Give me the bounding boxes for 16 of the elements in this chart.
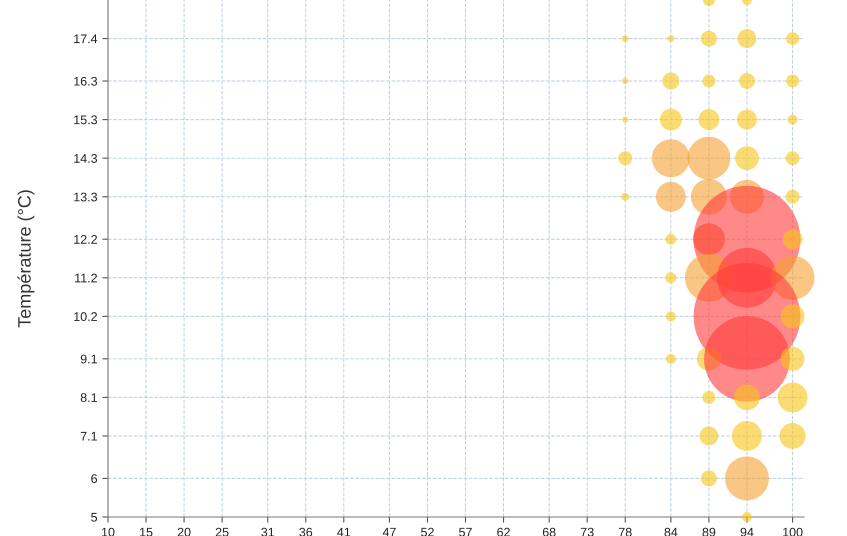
y-tick-label: 6 bbox=[91, 474, 98, 484]
y-tick-label: 10.2 bbox=[74, 312, 97, 322]
y-tick-label: 13.3 bbox=[74, 192, 98, 202]
y-tick-label: 17.4 bbox=[74, 34, 98, 44]
y-tick-label: 7.1 bbox=[80, 432, 97, 441]
y-tick-label: 11.2 bbox=[75, 274, 97, 282]
y-tick-label: 5 bbox=[91, 512, 98, 522]
y-tick-label: 8.1 bbox=[80, 393, 97, 402]
x-tick-label: 41 bbox=[337, 528, 350, 536]
y-axis-title: Température (°C) bbox=[17, 190, 34, 328]
y-tick-label: 12.2 bbox=[74, 235, 97, 244]
y-tick-label: 14.3 bbox=[74, 154, 98, 163]
y-tick-label: 15.3 bbox=[74, 115, 98, 124]
y-tick-label: 16.3 bbox=[74, 76, 98, 86]
y-tick-label: 9.1 bbox=[80, 354, 97, 364]
x-tick-label: 47 bbox=[382, 528, 396, 536]
